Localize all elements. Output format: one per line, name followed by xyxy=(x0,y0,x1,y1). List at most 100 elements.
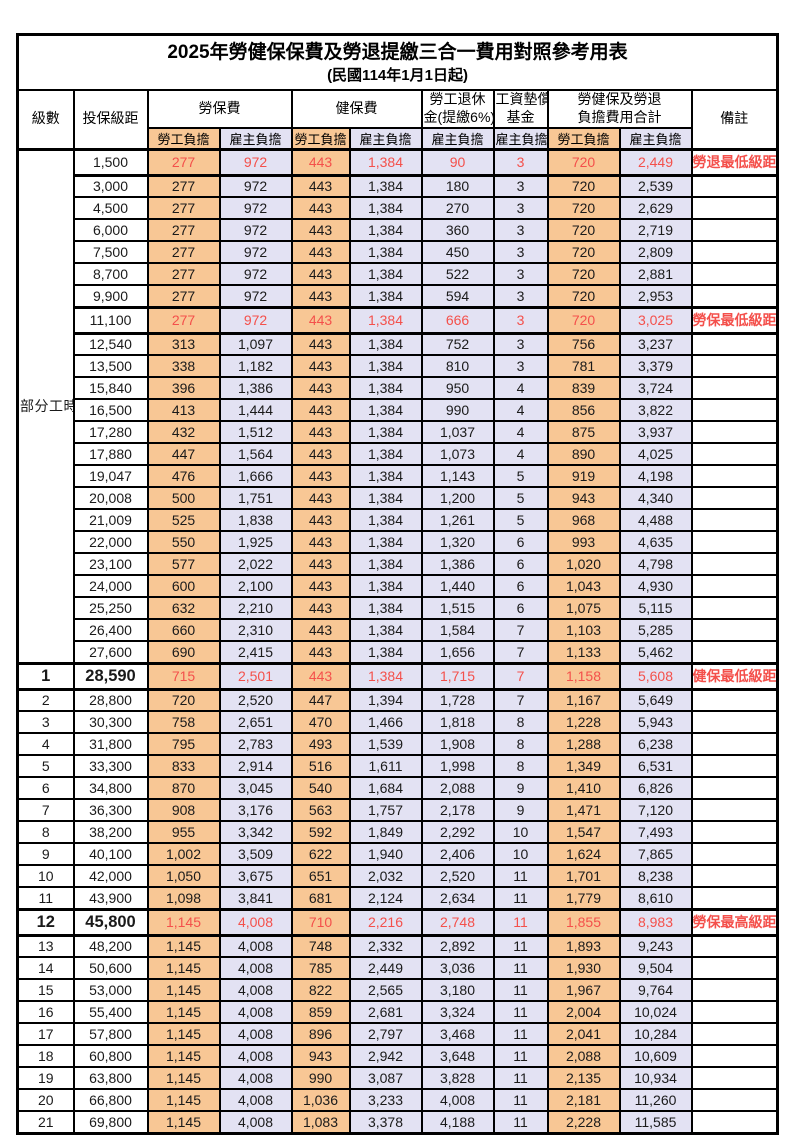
table-row: 20,008 500 1,751 443 1,384 1,200 5 943 4,340 xyxy=(18,486,779,510)
total-employee-cell: 943 xyxy=(546,486,621,510)
bracket-cell: 20,008 xyxy=(72,486,149,510)
total-employee-cell: 720 xyxy=(546,147,621,177)
total-employee-cell: 2,041 xyxy=(546,1022,621,1046)
health-fee-employer-cell: 1,384 xyxy=(348,508,423,532)
wage-fund-employer-cell: 6 xyxy=(492,552,549,576)
bracket-cell: 45,800 xyxy=(72,907,149,937)
bracket-cell: 48,200 xyxy=(72,934,149,958)
note-cell xyxy=(690,1110,779,1134)
health-fee-employee-cell: 943 xyxy=(290,1044,351,1068)
title-row: 2025年勞健保保費及勞退提繳三合一費用對照參考用表 (民國114年1月1日起) xyxy=(16,33,779,91)
labor-fee-employee-cell: 720 xyxy=(146,688,221,712)
pension-header-line1: 勞工退休 xyxy=(429,91,486,108)
labor-fee-employer-cell: 4,008 xyxy=(218,907,293,937)
total-employer-cell: 4,930 xyxy=(618,574,693,598)
labor-fee-employer-cell: 4,008 xyxy=(218,1088,293,1112)
health-fee-employee-cell: 443 xyxy=(290,218,351,242)
bracket-cell: 40,100 xyxy=(72,842,149,866)
health-fee-employee-cell: 443 xyxy=(290,574,351,598)
labor-fee-employee-cell: 955 xyxy=(146,820,221,844)
health-fee-employer-cell: 1,384 xyxy=(348,420,423,444)
subheader-pension-employer: 雇主負擔 xyxy=(420,126,495,150)
health-fee-employer-cell: 1,384 xyxy=(348,174,423,198)
total-employee-cell: 1,779 xyxy=(546,886,621,910)
pension-employer-cell: 1,386 xyxy=(420,552,495,576)
bracket-cell: 43,900 xyxy=(72,886,149,910)
note-cell xyxy=(690,864,779,888)
col-header-pension: 勞工退休 金(提繳6%) xyxy=(420,88,495,129)
labor-fee-employee-cell: 1,145 xyxy=(146,956,221,980)
health-fee-employer-cell: 1,384 xyxy=(348,596,423,620)
labor-fee-employer-cell: 2,022 xyxy=(218,552,293,576)
pension-employer-cell: 2,892 xyxy=(420,934,495,958)
health-fee-employer-cell: 2,216 xyxy=(348,907,423,937)
health-fee-employee-cell: 710 xyxy=(290,907,351,937)
wage-fund-employer-cell: 3 xyxy=(492,262,549,286)
table-row: 8 38,200 955 3,342 592 1,849 2,292 10 1,547 7,493 xyxy=(16,820,779,844)
wage-fund-employer-cell: 3 xyxy=(492,174,549,198)
table-row: 13,500 338 1,182 443 1,384 810 3 781 3,379 xyxy=(18,354,779,378)
pension-employer-cell: 2,520 xyxy=(420,864,495,888)
health-fee-employee-cell: 443 xyxy=(290,530,351,554)
table-row: 16,500 413 1,444 443 1,384 990 4 856 3,822 xyxy=(18,398,779,422)
total-employee-cell: 781 xyxy=(546,354,621,378)
total-employee-cell: 2,004 xyxy=(546,1000,621,1024)
note-cell xyxy=(690,508,779,532)
table-row: 7 36,300 908 3,176 563 1,757 2,178 9 1,471 7,120 xyxy=(16,798,779,822)
pension-employer-cell: 4,008 xyxy=(420,1088,495,1112)
level-cell: 1 xyxy=(16,661,75,691)
labor-fee-employee-cell: 1,145 xyxy=(146,1022,221,1046)
total-employee-cell: 1,967 xyxy=(546,978,621,1002)
health-fee-employee-cell: 622 xyxy=(290,842,351,866)
total-employee-cell: 968 xyxy=(546,508,621,532)
total-employer-cell: 3,937 xyxy=(618,420,693,444)
note-cell xyxy=(690,596,779,620)
wage-fund-employer-cell: 7 xyxy=(492,688,549,712)
total-employer-cell: 2,881 xyxy=(618,262,693,286)
labor-fee-employer-cell: 1,444 xyxy=(218,398,293,422)
labor-fee-employer-cell: 1,751 xyxy=(218,486,293,510)
note-cell xyxy=(690,486,779,510)
table-row: 21,009 525 1,838 443 1,384 1,261 5 968 4,488 xyxy=(18,508,779,532)
total-employer-cell: 9,764 xyxy=(618,978,693,1002)
note-cell xyxy=(690,574,779,598)
note-cell xyxy=(690,618,779,642)
table-row: 3 30,300 758 2,651 470 1,466 1,818 8 1,228 5,943 xyxy=(16,710,779,734)
wage-fund-employer-cell: 4 xyxy=(492,376,549,400)
labor-fee-employee-cell: 1,002 xyxy=(146,842,221,866)
health-fee-employee-cell: 516 xyxy=(290,754,351,778)
labor-fee-employer-cell: 1,925 xyxy=(218,530,293,554)
health-fee-employee-cell: 443 xyxy=(290,354,351,378)
level-cell: 19 xyxy=(16,1066,75,1090)
total-employer-cell: 9,504 xyxy=(618,956,693,980)
wage-fund-employer-cell: 4 xyxy=(492,420,549,444)
labor-fee-employer-cell: 2,100 xyxy=(218,574,293,598)
labor-fee-employer-cell: 972 xyxy=(218,196,293,220)
labor-fee-employee-cell: 277 xyxy=(146,305,221,335)
total-employer-cell: 8,983 xyxy=(618,907,693,937)
bracket-cell: 33,300 xyxy=(72,754,149,778)
col-header-note: 備註 xyxy=(690,88,779,150)
bracket-cell: 16,500 xyxy=(72,398,149,422)
health-fee-employer-cell: 2,681 xyxy=(348,1000,423,1024)
labor-fee-employee-cell: 1,145 xyxy=(146,934,221,958)
note-cell xyxy=(690,1000,779,1024)
bracket-cell: 11,100 xyxy=(72,305,149,335)
pension-employer-cell: 2,748 xyxy=(420,907,495,937)
total-employee-cell: 2,135 xyxy=(546,1066,621,1090)
health-fee-employer-cell: 1,466 xyxy=(348,710,423,734)
total-employer-cell: 3,237 xyxy=(618,332,693,356)
wage-fund-employer-cell: 3 xyxy=(492,332,549,356)
wage-fund-employer-cell: 9 xyxy=(492,798,549,822)
note-cell: 健保最低級距 xyxy=(690,661,779,691)
health-fee-employee-cell: 447 xyxy=(290,688,351,712)
total-employee-cell: 919 xyxy=(546,464,621,488)
health-fee-employer-cell: 2,332 xyxy=(348,934,423,958)
wage-fund-employer-cell: 4 xyxy=(492,398,549,422)
labor-fee-employee-cell: 432 xyxy=(146,420,221,444)
note-cell xyxy=(690,284,779,308)
wage-fund-header-line2: 基金 xyxy=(506,108,535,125)
health-fee-employer-cell: 1,757 xyxy=(348,798,423,822)
page-subtitle: (民國114年1月1日起) xyxy=(327,67,468,85)
col-header-bracket: 投保級距 xyxy=(72,88,149,150)
